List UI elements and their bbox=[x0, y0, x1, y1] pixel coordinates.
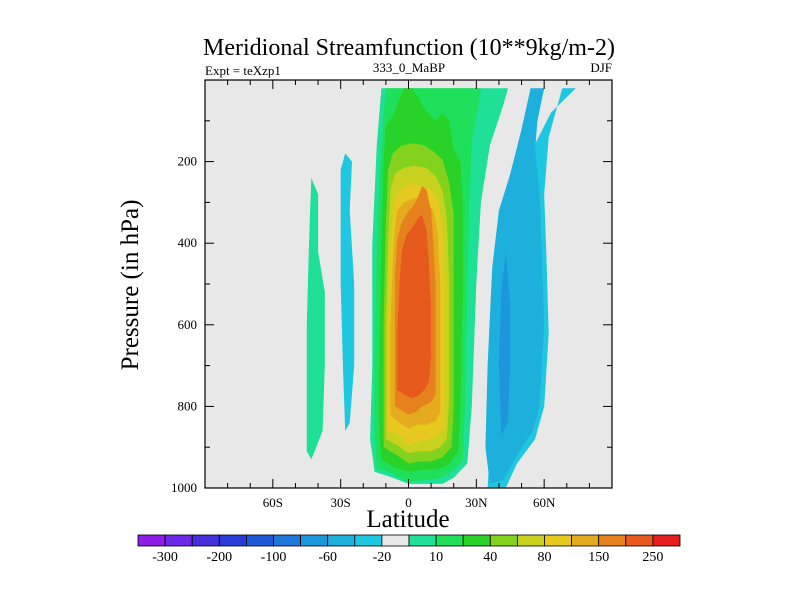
colorbar: -300 -200 -100 -60 -20 10 40 80 150 250 bbox=[137, 534, 681, 565]
colorbar-swatch bbox=[137, 534, 166, 547]
colorbar-label: -60 bbox=[318, 550, 337, 565]
colorbar-label: 80 bbox=[538, 550, 552, 565]
colorbar-swatch bbox=[381, 534, 410, 547]
chart-title: Meridional Streamfunction (10**9kg/m-2) bbox=[203, 35, 615, 61]
colorbar-swatch bbox=[327, 534, 356, 547]
colorbar-label: 10 bbox=[429, 550, 443, 565]
colorbar-swatch bbox=[544, 534, 573, 547]
colorbar-swatch bbox=[408, 534, 437, 547]
colorbar-label: 250 bbox=[642, 550, 663, 565]
positive-inner-core-level-250 bbox=[397, 214, 432, 399]
colorbar-swatch bbox=[191, 534, 220, 547]
colorbar-swatch bbox=[300, 534, 329, 547]
colorbar-swatch bbox=[218, 534, 247, 547]
contour-regions bbox=[306, 88, 576, 488]
x-tick-label: 0 bbox=[405, 495, 412, 510]
y-axis-ticks: 200 400 600 800 1000 bbox=[171, 120, 612, 495]
x-tick-label: 30S bbox=[331, 495, 351, 510]
colorbar-swatch bbox=[435, 534, 464, 547]
season-label: DJF bbox=[590, 60, 612, 75]
sh-negative-cell-level--20 bbox=[340, 153, 355, 431]
x-tick-label: 30N bbox=[465, 495, 488, 510]
period-label: 333_0_MaBP bbox=[373, 60, 445, 75]
x-tick-label: 60S bbox=[263, 495, 283, 510]
experiment-label: Expt = teXzp1 bbox=[205, 63, 281, 78]
x-axis-ticks: 60S 30S 0 30N 60N bbox=[227, 80, 590, 510]
colorbar-label: -100 bbox=[261, 550, 287, 565]
colorbar-swatch bbox=[625, 534, 654, 547]
x-axis-label: Latitude bbox=[366, 506, 449, 533]
colorbar-swatch bbox=[462, 534, 491, 547]
colorbar-label: -20 bbox=[373, 550, 392, 565]
sh-positive-strip-level-10 bbox=[306, 177, 325, 460]
y-tick-label: 400 bbox=[178, 235, 198, 250]
x-tick-label: 60N bbox=[533, 495, 556, 510]
y-tick-label: 200 bbox=[178, 154, 198, 169]
colorbar-swatch bbox=[517, 534, 545, 547]
colorbar-label: 40 bbox=[483, 550, 497, 565]
colorbar-swatch bbox=[164, 534, 193, 547]
y-axis-label: Pressure (in hPa) bbox=[117, 200, 144, 371]
colorbar-swatch bbox=[354, 534, 383, 547]
colorbar-swatch bbox=[598, 534, 627, 547]
colorbar-swatch bbox=[652, 534, 681, 547]
colorbar-label: -300 bbox=[152, 550, 178, 565]
y-tick-label: 600 bbox=[178, 317, 198, 332]
y-tick-label: 1000 bbox=[171, 480, 197, 495]
y-tick-label: 800 bbox=[178, 398, 198, 413]
colorbar-swatch bbox=[273, 534, 302, 547]
nh-negative-core-level--60 bbox=[498, 251, 511, 435]
colorbar-swatch bbox=[489, 534, 518, 547]
colorbar-label: -200 bbox=[206, 550, 232, 565]
colorbar-label: 150 bbox=[588, 550, 609, 565]
colorbar-swatch bbox=[571, 534, 600, 547]
colorbar-swatch bbox=[245, 534, 274, 547]
